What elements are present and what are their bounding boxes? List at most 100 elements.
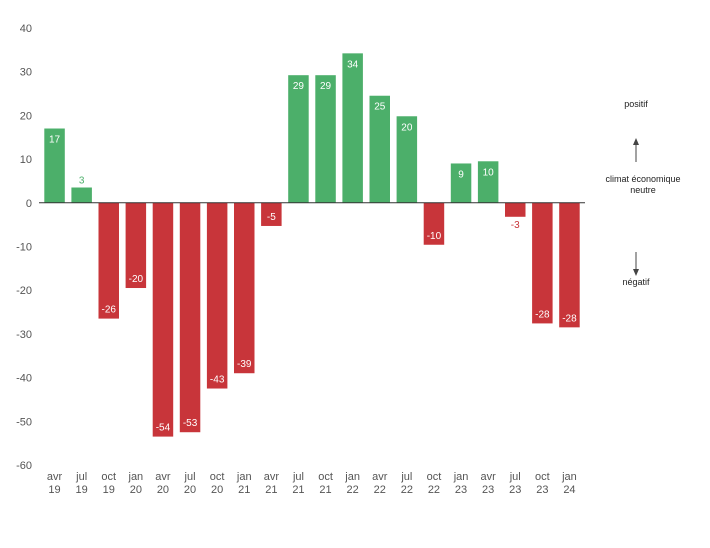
x-tick-label-year: 20 <box>184 484 196 496</box>
x-tick-label-month: jul <box>184 471 196 483</box>
bar-value-label: 17 <box>49 135 61 146</box>
bar <box>423 202 445 245</box>
y-tick-label: 0 <box>26 198 32 210</box>
bar-value-label: -5 <box>267 212 276 223</box>
bar-value-label: 20 <box>401 122 413 133</box>
x-tick-label-month: jul <box>292 471 304 483</box>
x-tick-label-year: 23 <box>455 484 467 496</box>
bar-value-label: 34 <box>347 59 359 70</box>
arrow-up-icon <box>633 138 639 162</box>
x-tick-label-year: 21 <box>238 484 250 496</box>
x-tick-label-year: 21 <box>319 484 331 496</box>
x-tick-label-year: 19 <box>48 484 60 496</box>
bar-value-label: -26 <box>102 305 117 316</box>
bar-value-label: -53 <box>183 418 198 429</box>
y-tick-label: -20 <box>16 285 32 297</box>
x-tick-label-month: oct <box>535 471 550 483</box>
x-tick-label-year: 19 <box>76 484 88 496</box>
bar <box>261 202 282 226</box>
y-axis-ticks: 40 30 20 10 0 -10 -20 -30 -40 -50 -60 <box>16 23 32 472</box>
x-tick-label-year: 22 <box>347 484 359 496</box>
x-tick-label-year: 21 <box>265 484 277 496</box>
bar <box>125 202 147 289</box>
bar <box>288 75 309 203</box>
x-axis-labels: avr19jul19oct19jan20avr20jul20oct20jan21… <box>47 471 577 496</box>
y-tick-label: 40 <box>20 23 32 35</box>
x-tick-label-month: jan <box>561 471 577 483</box>
x-tick-label-month: avr <box>47 471 63 483</box>
legend-neutral-label-line1: climat économique <box>605 174 680 184</box>
bar <box>152 202 174 437</box>
x-tick-label-month: oct <box>318 471 333 483</box>
x-tick-label-month: avr <box>481 471 497 483</box>
x-tick-label-year: 22 <box>428 484 440 496</box>
x-tick-label-year: 22 <box>374 484 386 496</box>
legend-negative-label: négatif <box>622 277 650 287</box>
bar-value-label: 10 <box>483 167 495 178</box>
arrow-down-icon <box>633 252 639 276</box>
y-tick-label: 10 <box>20 154 32 166</box>
x-tick-label-year: 20 <box>211 484 223 496</box>
bar-value-labels: 17 3 -26 -20 -54 -53 -43 -39 -5 29 29 34 25 20 -10 9 10 -… <box>49 59 577 433</box>
bar <box>98 202 119 319</box>
x-tick-label-month: oct <box>427 471 442 483</box>
y-tick-label: 30 <box>20 67 32 79</box>
bar <box>369 95 390 203</box>
bar <box>44 128 65 203</box>
bar-value-label: 29 <box>320 81 332 92</box>
bar-value-label: -43 <box>210 375 225 386</box>
x-tick-label-year: 23 <box>509 484 521 496</box>
bar <box>559 202 580 328</box>
x-tick-label-month: jul <box>75 471 87 483</box>
bars <box>44 53 580 437</box>
x-tick-label-month: jan <box>236 471 252 483</box>
x-tick-label-year: 20 <box>130 484 142 496</box>
bar-value-label: -10 <box>427 231 442 242</box>
bar <box>71 187 92 203</box>
x-tick-label-month: jan <box>128 471 144 483</box>
y-tick-label: -60 <box>16 460 32 472</box>
bar-value-label: 29 <box>293 81 305 92</box>
bar-value-label: -28 <box>562 313 577 324</box>
bar-value-label: -20 <box>129 274 144 285</box>
bar <box>450 163 472 203</box>
bar-value-label: -28 <box>535 309 550 320</box>
x-tick-label-year: 24 <box>563 484 575 496</box>
legend: positif climat économique neutre négatif <box>605 99 680 287</box>
x-tick-label-month: oct <box>101 471 116 483</box>
x-tick-label-month: jul <box>400 471 412 483</box>
y-tick-label: -40 <box>16 373 32 385</box>
bar-value-label: -39 <box>237 359 252 370</box>
x-tick-label-month: jan <box>344 471 360 483</box>
bar-value-label: 25 <box>374 102 386 113</box>
x-tick-label-month: jul <box>509 471 521 483</box>
y-tick-label: -10 <box>16 242 32 254</box>
legend-positive-label: positif <box>624 99 648 109</box>
x-tick-label-year: 23 <box>536 484 548 496</box>
bar <box>234 202 255 374</box>
legend-neutral-label-line2: neutre <box>630 185 656 195</box>
bar-value-label: 9 <box>458 169 464 180</box>
x-tick-label-month: avr <box>155 471 171 483</box>
x-tick-label-year: 22 <box>401 484 413 496</box>
bar <box>532 202 553 324</box>
x-tick-label-year: 20 <box>157 484 169 496</box>
bar <box>477 161 499 203</box>
x-tick-label-year: 19 <box>103 484 115 496</box>
bar-value-label: -3 <box>511 220 520 231</box>
x-tick-label-month: jan <box>453 471 469 483</box>
bar <box>206 202 228 389</box>
bar <box>396 116 418 203</box>
x-tick-label-year: 21 <box>292 484 304 496</box>
bar-value-label: 3 <box>79 176 85 187</box>
y-tick-label: 20 <box>20 110 32 122</box>
bar <box>179 202 201 433</box>
y-tick-label: -30 <box>16 329 32 341</box>
y-tick-label: -50 <box>16 416 32 428</box>
bar <box>505 202 526 217</box>
x-tick-label-month: avr <box>372 471 388 483</box>
x-tick-label-month: avr <box>264 471 280 483</box>
bar <box>315 75 336 203</box>
x-tick-label-month: oct <box>210 471 225 483</box>
